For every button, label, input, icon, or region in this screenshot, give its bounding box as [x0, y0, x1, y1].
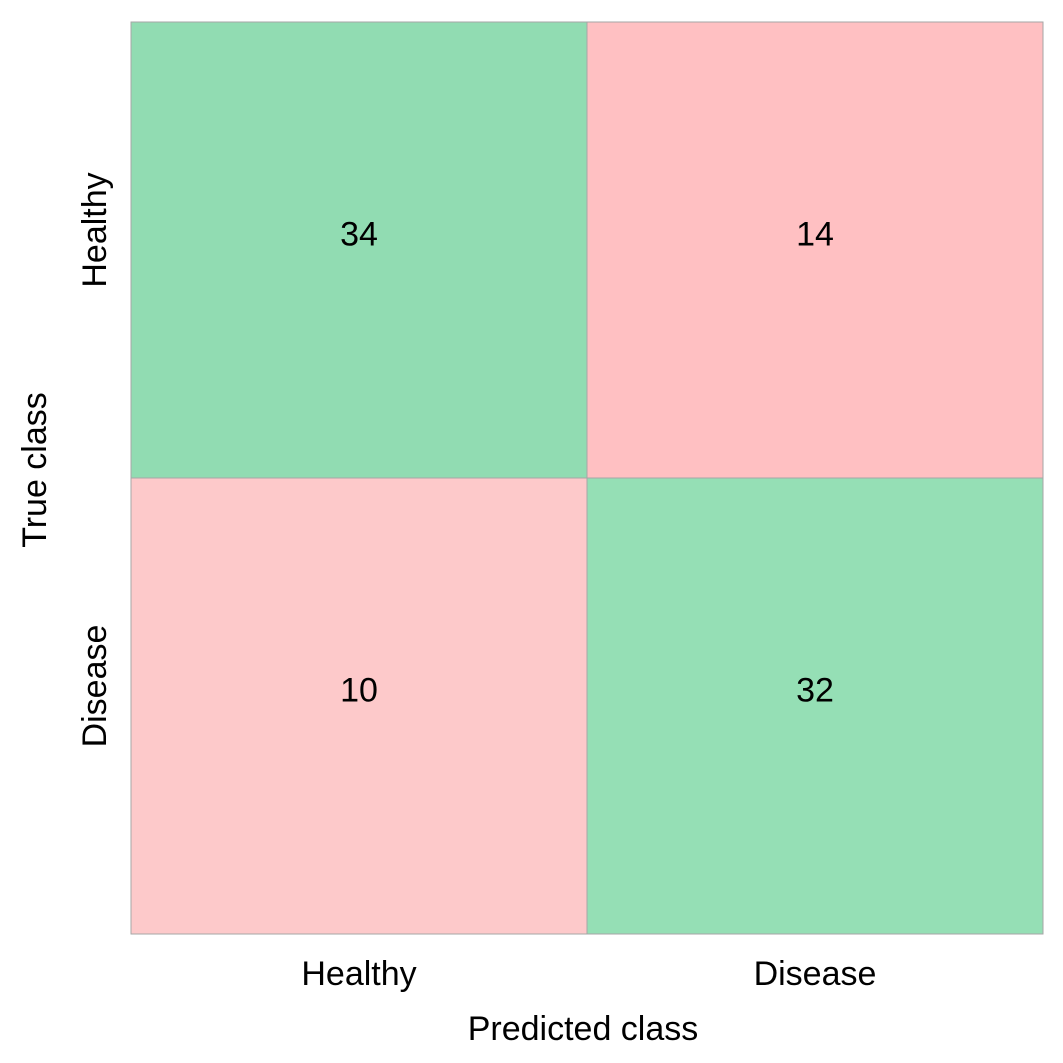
cell-values: 34 14 10 32: [340, 215, 834, 709]
cell-value-label: 10: [340, 671, 378, 709]
y-tick-label-disease: Disease: [76, 625, 114, 748]
matrix-cell-disease-healthy: [130, 477, 588, 935]
matrix-cell-healthy-disease: [586, 21, 1044, 479]
x-tick-label-disease: Disease: [754, 955, 877, 993]
matrix-cell-disease-disease: [586, 477, 1044, 935]
cell-value-label: 14: [796, 215, 834, 253]
cell-value-label: 34: [340, 215, 378, 253]
matrix-cell-healthy-healthy: [130, 21, 588, 479]
x-tick-labels: Healthy Disease: [301, 955, 876, 993]
x-axis-label: Predicted class: [468, 1010, 699, 1048]
x-tick-label-healthy: Healthy: [301, 955, 416, 993]
y-tick-label-healthy: Healthy: [76, 172, 114, 287]
cell-value-label: 32: [796, 671, 834, 709]
plot-frame: [130, 21, 1044, 935]
matrix-cells: [130, 21, 1044, 935]
y-tick-labels: Healthy Disease: [76, 172, 114, 747]
y-axis-label: True class: [16, 392, 54, 548]
